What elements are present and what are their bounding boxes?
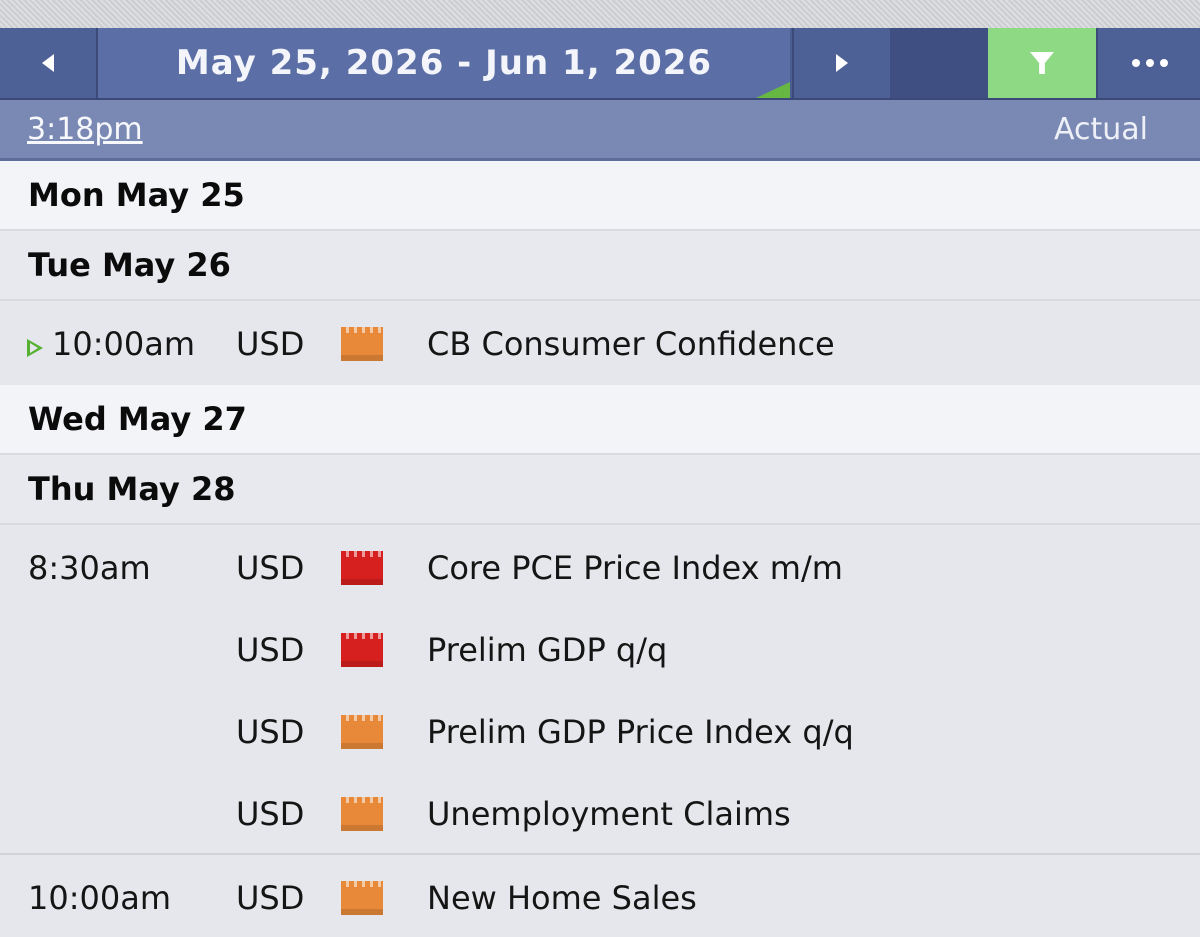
current-time-link[interactable]: 3:18pm [27,112,143,147]
triangle-left-icon [42,54,54,72]
event-currency: USD [236,631,305,669]
impact-high-icon [341,633,383,667]
ellipsis-icon [1132,59,1168,67]
impact-medium-icon [341,327,383,361]
event-title[interactable]: Core PCE Price Index m/m [427,549,843,587]
impact-medium-icon [341,715,383,749]
triangle-right-icon [836,54,848,72]
event-title[interactable]: New Home Sales [427,879,697,917]
event-time: 10:00am [52,325,195,363]
next-event-marker-icon [27,339,43,357]
column-header-bar: 3:18pm Actual [0,100,1200,161]
impact-high-icon [341,551,383,585]
event-row[interactable]: USD Prelim GDP Price Index q/q [0,689,1200,771]
event-title[interactable]: Prelim GDP q/q [427,631,668,669]
date-range-corner-indicator [756,82,790,98]
event-currency: USD [236,325,305,363]
event-currency: USD [236,795,305,833]
status-strip [0,0,1200,28]
calendar-toolbar: May 25, 2026 - Jun 1, 2026 [0,28,1200,100]
toolbar-spacer [890,28,988,98]
event-list: Mon May 25 Tue May 26 10:00am USD CB Con… [0,161,1200,937]
day-header: Wed May 27 [0,385,1200,455]
day-header: Tue May 26 [0,231,1200,301]
next-week-button[interactable] [792,28,892,98]
impact-medium-icon [341,797,383,831]
event-title[interactable]: Unemployment Claims [427,795,791,833]
time-group-divider [0,853,1200,855]
event-row[interactable]: USD Unemployment Claims [0,771,1200,853]
event-row[interactable]: 10:00am USD New Home Sales [0,855,1200,937]
event-row[interactable]: USD Prelim GDP q/q [0,607,1200,689]
event-currency: USD [236,713,305,751]
actual-column-label: Actual [1054,112,1148,147]
more-options-button[interactable] [1096,28,1200,98]
event-row[interactable]: 8:30am USD Core PCE Price Index m/m [0,525,1200,607]
day-header: Thu May 28 [0,455,1200,525]
event-time: 10:00am [28,879,171,917]
day-header: Mon May 25 [0,161,1200,231]
event-row[interactable]: 10:00am USD CB Consumer Confidence [0,301,1200,385]
previous-week-button[interactable] [0,28,98,98]
filter-button[interactable] [988,28,1096,98]
impact-medium-icon [341,881,383,915]
event-currency: USD [236,549,305,587]
date-range-button[interactable]: May 25, 2026 - Jun 1, 2026 [98,28,790,98]
event-currency: USD [236,879,305,917]
date-range-label: May 25, 2026 - Jun 1, 2026 [175,43,713,83]
event-title[interactable]: CB Consumer Confidence [427,325,835,363]
event-time: 8:30am [28,549,151,587]
event-title[interactable]: Prelim GDP Price Index q/q [427,713,854,751]
funnel-icon [1030,52,1054,74]
